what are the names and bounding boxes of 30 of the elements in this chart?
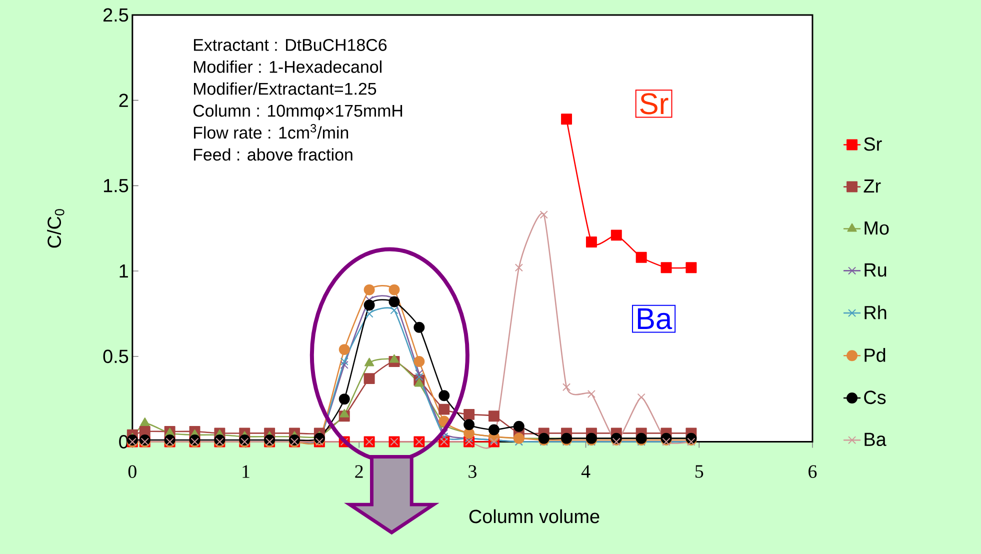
annotation: Ba bbox=[638, 308, 672, 330]
annotation: Feed : above fraction bbox=[194, 148, 352, 160]
legend-label: Ru bbox=[864, 263, 886, 276]
x-tick-label: 6 bbox=[808, 465, 817, 478]
legend-label: Cs bbox=[864, 390, 886, 404]
x-tick-label: 3 bbox=[468, 465, 476, 478]
y-tick-label: 2.5 bbox=[104, 8, 128, 22]
annotation: Flow rate : 1cm$^{3}$/min bbox=[194, 124, 348, 139]
annotation: Extractant : DtBuCH18C6 bbox=[194, 38, 387, 51]
legend-label: Ba bbox=[864, 432, 886, 446]
y-tick-label: 0.5 bbox=[103, 349, 128, 363]
legend-label: Mo bbox=[864, 221, 889, 234]
annotation: Column : 10mmφ×175mmH bbox=[193, 104, 402, 120]
x-tick-label: 4 bbox=[581, 465, 590, 478]
y-tick-label: 1.5 bbox=[104, 178, 128, 192]
annotation: Modifier/Extractant=1.25 bbox=[194, 82, 376, 95]
y-tick-label: 2 bbox=[119, 93, 128, 107]
annotation: Modifier : 1-Hexadecanol bbox=[194, 60, 382, 73]
x-tick-label: 0 bbox=[128, 465, 136, 478]
x-axis-title: Column volume bbox=[469, 509, 600, 523]
legend-label: Zr bbox=[864, 179, 881, 192]
legend-label: Sr bbox=[864, 137, 882, 151]
annotation: Sr bbox=[640, 92, 668, 114]
legend-label: Pd bbox=[864, 348, 886, 362]
x-tick-label: 5 bbox=[695, 465, 704, 478]
x-tick-label: 1 bbox=[242, 465, 250, 478]
y-axis-title: C/C$_{0}$ bbox=[47, 208, 64, 248]
x-tick-label: 2 bbox=[355, 465, 363, 478]
y-tick-label: 1 bbox=[120, 264, 128, 278]
legend-label: Rh bbox=[864, 305, 886, 319]
